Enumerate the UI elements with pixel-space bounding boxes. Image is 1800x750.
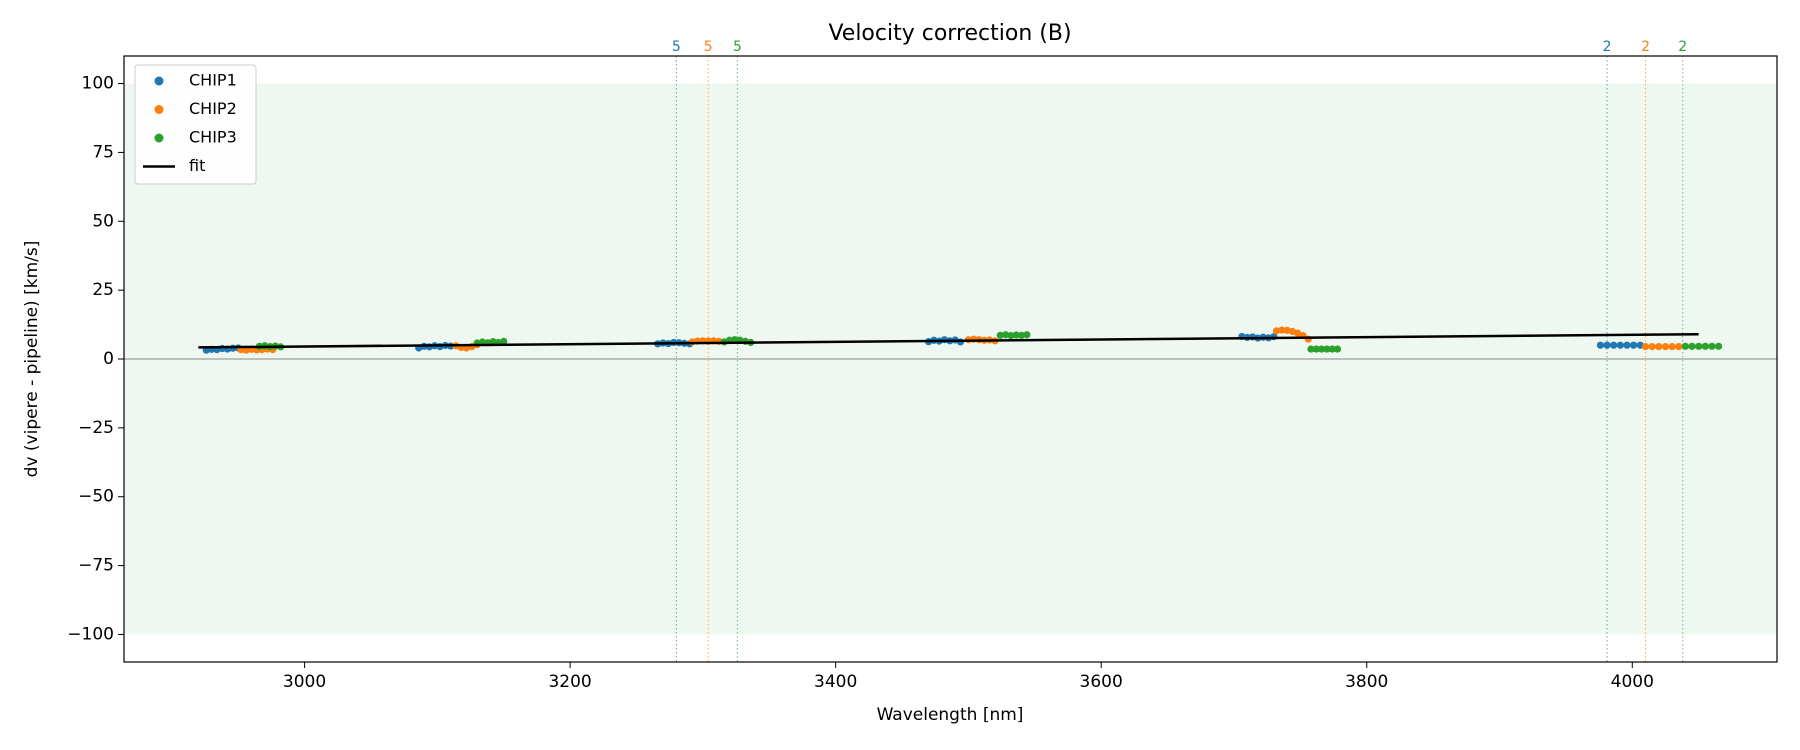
data-point: [1610, 341, 1618, 349]
data-point: [1596, 341, 1605, 349]
x-tick-label: 3400: [814, 672, 857, 692]
plot-frame: [123, 55, 1778, 663]
data-point: [1323, 345, 1331, 353]
data-point: [1675, 343, 1683, 351]
order-label: 5: [704, 39, 713, 55]
y-tick-label: 100: [82, 74, 114, 94]
data-point: [489, 338, 497, 346]
data-point: [1328, 345, 1336, 353]
x-tick-label: 3200: [548, 672, 591, 692]
x-tick-label: 4000: [1611, 672, 1654, 692]
data-point: [1017, 331, 1026, 339]
data-point: [1333, 345, 1342, 353]
data-point: [1708, 342, 1716, 350]
x-tick-label: 3800: [1345, 672, 1388, 692]
data-point: [1630, 341, 1638, 349]
legend-label: CHIP3: [189, 128, 237, 147]
legend-box: [134, 64, 257, 185]
x-tick-label: 3000: [283, 672, 326, 692]
data-point: [1007, 331, 1015, 340]
y-tick-label: 25: [92, 280, 114, 300]
data-point: [1655, 343, 1663, 351]
chart-title: Velocity correction (B): [828, 21, 1071, 46]
data-point: [1641, 343, 1650, 351]
data-point: [1623, 341, 1631, 349]
y-axis-label: dv (vipere - pipeline) [km/s]: [22, 241, 42, 478]
data-point: [1002, 331, 1010, 339]
data-point: [1701, 342, 1709, 350]
data-point: [1272, 327, 1281, 335]
data-point: [500, 337, 508, 345]
data-point: [1681, 342, 1689, 350]
data-point: [1307, 345, 1315, 353]
y-tick-label: 0: [103, 349, 114, 369]
y-tick-label: −50: [78, 487, 114, 507]
order-label: 2: [1603, 39, 1612, 55]
data-point: [1616, 341, 1624, 349]
data-point: [1023, 331, 1031, 339]
order-label: 5: [672, 39, 681, 55]
data-point: [1603, 341, 1611, 349]
data-point: [1648, 343, 1656, 351]
data-point: [1695, 342, 1703, 350]
y-tick-label: −100: [67, 624, 114, 644]
data-point: [1317, 345, 1326, 353]
x-axis-label: Wavelength [nm]: [877, 705, 1024, 725]
y-tick-label: −25: [78, 418, 114, 438]
order-label: 2: [1678, 39, 1687, 55]
legend-marker: [154, 105, 164, 114]
data-point: [1312, 345, 1320, 353]
fit-line: [198, 332, 1699, 349]
legend-marker: [154, 76, 164, 86]
data-point: [1668, 343, 1676, 351]
data-point: [1688, 342, 1696, 350]
data-point: [242, 346, 250, 354]
data-point: [1661, 343, 1670, 351]
y-tick-label: 75: [92, 142, 114, 162]
y-tick-label: 50: [92, 211, 114, 231]
legend-label: fit: [189, 156, 205, 175]
y-tick-label: −75: [78, 556, 114, 576]
legend-label: CHIP2: [189, 99, 237, 118]
data-point: [1278, 326, 1286, 334]
legend-marker: [154, 133, 164, 143]
data-point: [1714, 342, 1723, 350]
data-point: [1012, 331, 1020, 339]
order-label: 2: [1641, 39, 1650, 55]
x-tick-label: 3600: [1080, 672, 1123, 692]
order-label: 5: [733, 39, 742, 55]
legend-label: CHIP1: [189, 71, 237, 90]
data-point: [996, 331, 1004, 339]
